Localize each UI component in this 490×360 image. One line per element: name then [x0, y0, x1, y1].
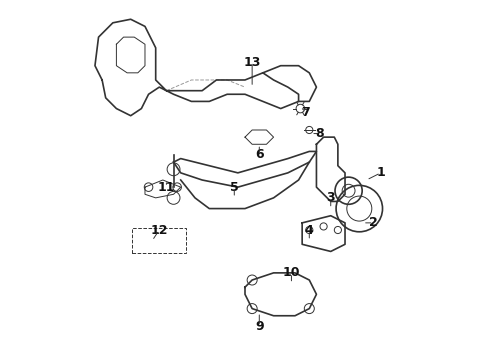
- Text: 9: 9: [255, 320, 264, 333]
- Text: 1: 1: [376, 166, 385, 179]
- Text: 3: 3: [326, 192, 335, 204]
- Text: 12: 12: [150, 224, 168, 237]
- Text: 2: 2: [369, 216, 378, 229]
- Text: 8: 8: [316, 127, 324, 140]
- Text: 6: 6: [255, 148, 264, 162]
- Text: 13: 13: [244, 55, 261, 69]
- Text: 11: 11: [158, 181, 175, 194]
- Text: 7: 7: [301, 105, 310, 119]
- Text: 5: 5: [230, 181, 239, 194]
- Text: 4: 4: [305, 224, 314, 237]
- Text: 10: 10: [283, 266, 300, 279]
